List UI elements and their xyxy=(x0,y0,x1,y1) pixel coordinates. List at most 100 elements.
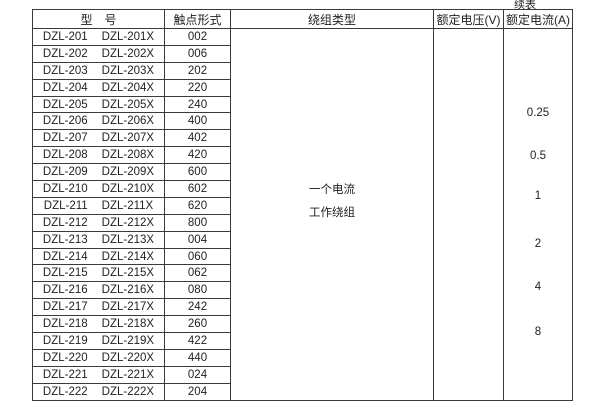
model-cell: DZL-217 DZL-217X xyxy=(32,298,165,317)
model-cell: DZL-201 DZL-201X xyxy=(32,28,165,46)
table-row: DZL-216 DZL-216X 080 xyxy=(32,281,573,300)
model-cell: DZL-208 DZL-208X xyxy=(32,146,165,165)
model-number-x: DZL-206X xyxy=(101,115,155,128)
header-winding-type: 绕组类型 xyxy=(230,9,434,29)
contact-form-cell: 004 xyxy=(164,230,231,249)
winding-type-line: 工作绕组 xyxy=(309,206,355,219)
table-row: DZL-212 DZL-212X 800 xyxy=(32,213,573,232)
contact-form-cell: 202 xyxy=(164,61,231,80)
model-number: DZL-219 xyxy=(42,334,88,347)
model-number-x: DZL-205X xyxy=(101,98,155,111)
model-cell: DZL-205 DZL-205X xyxy=(32,95,165,114)
table-row: DZL-210 DZL-210X 602 xyxy=(32,180,573,198)
model-number-x: DZL-201X xyxy=(101,30,155,43)
model-cell: DZL-218 DZL-218X xyxy=(32,315,165,334)
model-number: DZL-211 xyxy=(43,199,88,212)
model-number: DZL-212 xyxy=(42,216,88,229)
model-number: DZL-213 xyxy=(42,233,88,246)
model-number-x: DZL-210X xyxy=(101,182,155,195)
model-number: DZL-221 xyxy=(42,368,88,381)
rated-current-value: 0.25 xyxy=(526,107,550,119)
model-cell: DZL-213 DZL-213X xyxy=(32,230,165,249)
model-number-x: DZL-211X xyxy=(101,199,154,212)
table-row: DZL-217 DZL-217X 242 xyxy=(32,298,573,317)
model-number: DZL-203 xyxy=(42,64,88,77)
rated-current-value: 0.5 xyxy=(530,150,546,162)
table-row: DZL-201 DZL-201X 002 一个电流 工作绕组 0.25 0.5 1 2 4 8 xyxy=(32,28,573,401)
contact-form-cell: 260 xyxy=(164,315,231,334)
model-number: DZL-222 xyxy=(42,385,88,398)
table-row: DZL-222 DZL-222X 204 xyxy=(32,382,573,401)
contact-form-cell: 400 xyxy=(164,112,231,131)
model-number-x: DZL-216X xyxy=(101,284,155,297)
model-number: DZL-201 xyxy=(42,30,88,43)
model-number-x: DZL-222X xyxy=(101,385,155,398)
model-number: DZL-207 xyxy=(42,132,88,145)
header-row: 型 号 触点形式 绕组类型 额定电压(V) 额定电流(A) xyxy=(32,9,573,29)
model-number-x: DZL-214X xyxy=(101,250,155,263)
winding-type-line: 一个电流 xyxy=(309,183,355,196)
contact-form-cell: 204 xyxy=(164,382,231,401)
model-cell: DZL-221 DZL-221X xyxy=(32,365,165,384)
model-number: DZL-214 xyxy=(42,250,88,263)
model-cell: DZL-211 DZL-211X xyxy=(32,196,165,215)
model-number-x: DZL-208X xyxy=(101,149,155,162)
relay-model-table: 型 号 触点形式 绕组类型 额定电压(V) 额定电流(A) DZL-201 DZL… xyxy=(32,9,573,401)
contact-form-cell: 240 xyxy=(164,95,231,114)
model-cell: DZL-210 DZL-210X xyxy=(32,180,165,198)
model-cell: DZL-202 DZL-202X xyxy=(32,44,165,63)
contact-form-cell: 006 xyxy=(164,44,231,63)
table-row: DZL-202 DZL-202X 006 xyxy=(32,44,573,63)
model-number: DZL-202 xyxy=(42,47,88,60)
model-cell: DZL-204 DZL-204X xyxy=(32,78,165,97)
model-number-x: DZL-212X xyxy=(101,216,155,229)
contact-form-cell: 062 xyxy=(164,264,231,283)
model-cell: DZL-203 DZL-203X xyxy=(32,61,165,80)
header-rated-current: 额定电流(A) xyxy=(503,9,573,29)
model-number: DZL-206 xyxy=(42,115,88,128)
model-number: DZL-205 xyxy=(42,98,88,111)
model-cell: DZL-207 DZL-207X xyxy=(32,129,165,148)
model-number: DZL-209 xyxy=(42,166,88,179)
contact-form-cell: 422 xyxy=(164,332,231,350)
rated-current-value: 2 xyxy=(534,238,542,250)
contact-form-cell: 420 xyxy=(164,146,231,165)
model-number-x: DZL-215X xyxy=(101,267,155,280)
table-row: DZL-205 DZL-205X 240 xyxy=(32,95,573,114)
table-row: DZL-215 DZL-215X 062 xyxy=(32,264,573,283)
model-number-x: DZL-213X xyxy=(101,233,155,246)
model-number-x: DZL-203X xyxy=(101,64,155,77)
contact-form-cell: 620 xyxy=(164,196,231,215)
model-cell: DZL-214 DZL-214X xyxy=(32,247,165,266)
contact-form-cell: 060 xyxy=(164,247,231,266)
header-rated-voltage: 额定电压(V) xyxy=(433,9,504,29)
model-number-x: DZL-204X xyxy=(101,81,155,94)
model-number: DZL-218 xyxy=(42,318,88,331)
model-number-x: DZL-221X xyxy=(101,368,155,381)
model-number-x: DZL-207X xyxy=(101,132,155,145)
rated-current-value: 8 xyxy=(534,326,542,338)
rated-current-value: 1 xyxy=(534,190,542,202)
model-number: DZL-204 xyxy=(42,81,88,94)
rated-current-cell: 0.25 0.5 1 2 4 8 xyxy=(503,28,573,401)
model-number-x: DZL-219X xyxy=(101,334,155,347)
table-row: DZL-221 DZL-221X 024 xyxy=(32,365,573,384)
model-cell: DZL-212 DZL-212X xyxy=(32,213,165,232)
contact-form-cell: 602 xyxy=(164,180,231,198)
winding-type-cell: 一个电流 工作绕组 xyxy=(230,28,434,401)
contact-form-cell: 024 xyxy=(164,365,231,384)
table-row: DZL-204 DZL-204X 220 xyxy=(32,78,573,97)
model-cell: DZL-215 DZL-215X xyxy=(32,264,165,283)
model-number-x: DZL-218X xyxy=(101,318,155,331)
table-row: DZL-211 DZL-211X 620 xyxy=(32,196,573,215)
header-contact-form: 触点形式 xyxy=(164,9,231,29)
model-number-x: DZL-220X xyxy=(101,351,155,364)
contact-form-cell: 440 xyxy=(164,348,231,367)
contact-form-cell: 002 xyxy=(164,28,231,46)
table-row: DZL-203 DZL-203X 202 xyxy=(32,61,573,80)
model-cell: DZL-222 DZL-222X xyxy=(32,382,165,401)
contact-form-cell: 402 xyxy=(164,129,231,148)
model-number-x: DZL-217X xyxy=(101,301,155,314)
rated-voltage-cell xyxy=(433,28,504,401)
model-cell: DZL-206 DZL-206X xyxy=(32,112,165,131)
